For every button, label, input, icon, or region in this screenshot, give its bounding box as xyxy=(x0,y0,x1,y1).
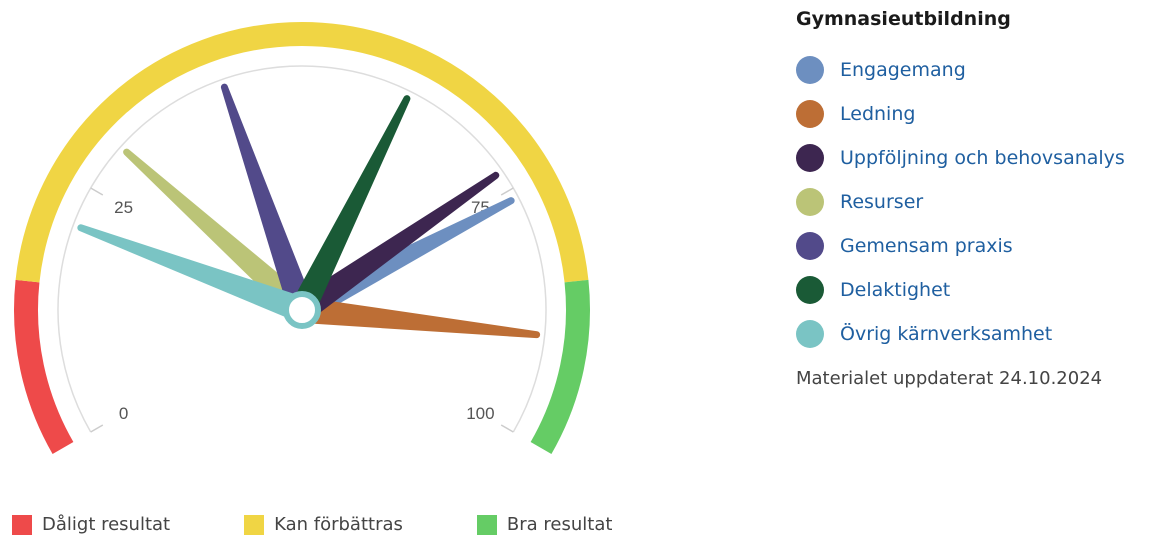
gauge-inner-ring xyxy=(57,65,547,433)
legend-label: Delaktighet xyxy=(840,279,951,301)
band-swatch xyxy=(12,514,32,535)
needle-delaktighet xyxy=(290,95,411,316)
legend-item-resurser[interactable]: Resurser xyxy=(796,180,1152,224)
needle-uppföljning-och-behovsanalys xyxy=(294,171,500,321)
band-legend: Dåligt resultat Kan förbättras Bra resul… xyxy=(12,514,686,535)
legend-label: Gemensam praxis xyxy=(840,235,1013,257)
legend-dot xyxy=(796,56,824,84)
gauge-needles xyxy=(77,83,541,339)
gauge-tick-label: 100 xyxy=(466,404,494,423)
band-swatch xyxy=(476,514,497,535)
gauge-tick-label: 25 xyxy=(114,198,133,217)
needle-resurser xyxy=(123,148,311,320)
gauge-band-0 xyxy=(14,279,74,454)
legend-title: Gymnasieutbildning xyxy=(796,8,1011,30)
legend-label: Resurser xyxy=(840,191,924,213)
band-legend-item-bad[interactable]: Dåligt resultat xyxy=(12,514,170,535)
band-swatch xyxy=(244,514,265,535)
needle-gemensam-praxis xyxy=(220,83,315,315)
legend-dot xyxy=(796,188,824,216)
legend-dot xyxy=(796,144,824,172)
legend-item-engagemang[interactable]: Engagemang xyxy=(796,48,1152,92)
legend: Gymnasieutbildning Engagemang Ledning Up… xyxy=(796,8,1152,389)
legend-label: Övrig kärnverksamhet xyxy=(840,323,1053,345)
legend-dot xyxy=(796,100,824,128)
gauge-tick-label: 0 xyxy=(119,404,128,423)
gauge-chart: 0 25 75 100 xyxy=(0,0,620,470)
legend-item-ledning[interactable]: Ledning xyxy=(796,92,1152,136)
legend-item-uppfoljning[interactable]: Uppföljning och behovsanalys xyxy=(796,136,1152,180)
gauge-pivot xyxy=(283,291,321,329)
legend-label: Ledning xyxy=(840,103,916,125)
gauge-tick xyxy=(90,187,104,196)
gauge-tick xyxy=(500,424,514,433)
band-label: Dåligt resultat xyxy=(42,514,171,535)
legend-dot xyxy=(796,232,824,260)
needle-övrig-kärnverksamhet xyxy=(77,224,307,323)
needle-engagemang xyxy=(295,197,515,322)
band-label: Kan förbättras xyxy=(274,514,403,535)
band-legend-item-good[interactable]: Bra resultat xyxy=(476,514,613,535)
band-label: Bra resultat xyxy=(506,514,613,535)
gauge-bands xyxy=(14,22,590,454)
legend-items: Engagemang Ledning Uppföljning och behov… xyxy=(796,48,1152,356)
legend-dot xyxy=(796,276,824,304)
gauge-band-2 xyxy=(530,279,590,454)
gauge-tick xyxy=(500,187,514,196)
updated-text: Materialet uppdaterat 24.10.2024 xyxy=(796,368,1103,389)
band-legend-item-improve[interactable]: Kan förbättras xyxy=(244,514,403,535)
gauge-tick xyxy=(90,424,104,433)
gauge-band-1 xyxy=(15,22,589,283)
legend-item-ovrig[interactable]: Övrig kärnverksamhet xyxy=(796,312,1152,356)
legend-item-delaktighet[interactable]: Delaktighet xyxy=(796,268,1152,312)
legend-label: Engagemang xyxy=(840,59,966,81)
legend-label: Uppföljning och behovsanalys xyxy=(840,147,1125,169)
legend-dot xyxy=(796,320,824,348)
legend-item-gemensam-praxis[interactable]: Gemensam praxis xyxy=(796,224,1152,268)
needle-ledning xyxy=(300,297,541,339)
